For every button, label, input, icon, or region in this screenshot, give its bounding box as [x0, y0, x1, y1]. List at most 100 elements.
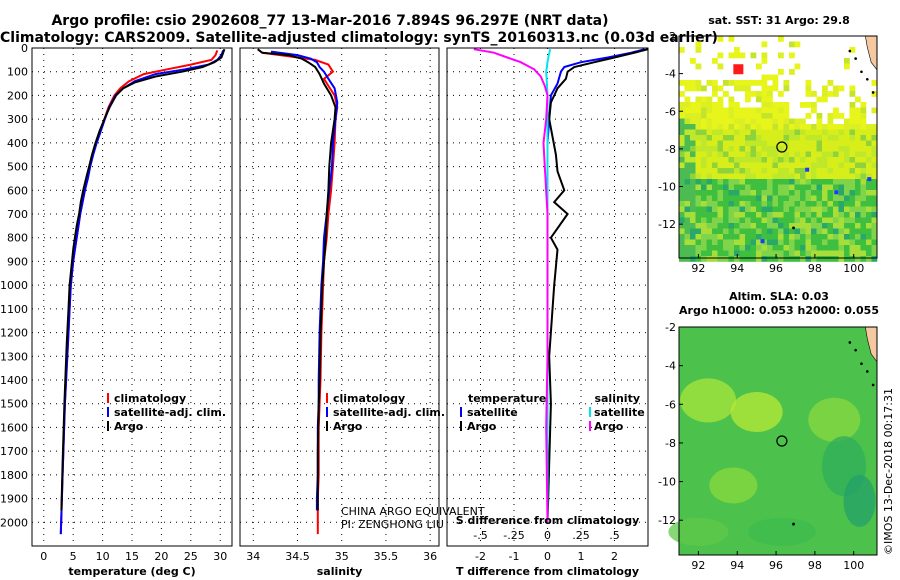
sst-cell — [756, 206, 762, 213]
sst-cell — [739, 201, 746, 207]
annotation-text: CHINA ARGO EQUIVALENT — [341, 505, 485, 518]
sst-cell — [860, 206, 867, 213]
sst-cell — [816, 245, 823, 251]
sst-cell — [827, 245, 834, 251]
sst-cell — [794, 206, 801, 213]
sst-cell — [827, 124, 834, 130]
sst-cell — [844, 184, 850, 191]
series-line-salinity-argo — [473, 48, 549, 523]
sst-cell — [816, 96, 823, 103]
sst-cell — [844, 140, 850, 147]
sst-cell — [800, 223, 806, 229]
sst-cold-spot — [805, 167, 810, 172]
sst-cell — [822, 151, 828, 158]
sst-cell — [728, 206, 735, 213]
sst-cell — [778, 239, 784, 246]
title-line-2: Climatology: CARS2009. Satellite-adjuste… — [0, 30, 718, 46]
diff-temperature-legend-label: Argo — [467, 420, 497, 433]
sst-cold-spot — [834, 190, 839, 195]
series-line-satellite-adj-clim- — [270, 50, 339, 511]
x-tick-label: 20 — [154, 550, 168, 563]
sst-cell — [684, 217, 691, 224]
sst-cell — [772, 245, 779, 251]
sst-cell — [772, 80, 779, 86]
map-x-tick-label: 94 — [730, 262, 744, 275]
sst-cell — [750, 146, 757, 152]
series-line-temperature-satellite — [546, 48, 645, 523]
sst-cell — [706, 118, 713, 125]
sst-cell — [728, 129, 735, 136]
sst-cell — [712, 234, 718, 240]
sst-hot-spot — [733, 64, 744, 75]
y-tick-label: 100 — [7, 66, 28, 79]
sla-map-title-2: Argo h1000: 0.053 h2000: 0.055 — [679, 304, 879, 317]
sst-cell — [706, 184, 713, 191]
sst-cell — [712, 228, 718, 235]
sst-cell — [866, 124, 872, 130]
sst-cell — [679, 168, 685, 174]
sst-cell — [800, 146, 806, 152]
land-mass — [864, 35, 878, 71]
sst-cell — [739, 146, 746, 152]
sst-cell — [844, 146, 850, 152]
sst-cell — [772, 234, 779, 240]
sst-cell — [767, 151, 773, 158]
x-tick-label: 15 — [125, 550, 139, 563]
sst-cell — [739, 184, 746, 191]
sst-cell — [789, 135, 795, 141]
sst-cell — [767, 195, 773, 202]
sst-cell — [706, 256, 713, 262]
sst-cell — [712, 179, 718, 185]
sla-map-title-1: Altim. SLA: 0.03 — [729, 290, 829, 303]
sst-cell — [695, 179, 702, 185]
sst-cell — [717, 250, 724, 257]
sst-cell — [728, 217, 735, 224]
sst-cell — [756, 140, 762, 147]
sst-cell — [745, 190, 751, 196]
sst-cell — [811, 223, 817, 229]
sst-cell — [745, 113, 751, 119]
sst-cell — [690, 201, 696, 207]
sst-cell — [838, 217, 845, 224]
sst-cell — [838, 245, 845, 251]
sst-cell — [805, 129, 812, 136]
sst-cell — [811, 124, 817, 130]
sst-cell — [783, 151, 790, 158]
sst-cell — [739, 212, 746, 218]
map-y-tick-label: -6 — [665, 105, 676, 118]
sst-cell — [849, 168, 856, 174]
y-tick-label: 1000 — [0, 279, 28, 292]
sst-cell — [811, 245, 817, 251]
sst-cell — [844, 162, 850, 169]
sst-cell — [756, 239, 762, 246]
sst-cell — [827, 129, 834, 136]
sst-cell — [860, 146, 867, 152]
sst-cell — [844, 118, 850, 125]
sst-cell — [833, 217, 839, 224]
diff-legend-heading: temperature — [468, 392, 546, 405]
salinity-legend-label: climatology — [333, 392, 405, 405]
sst-cell — [706, 129, 713, 136]
sst-cell — [695, 212, 702, 218]
sst-cell — [827, 168, 834, 174]
sst-cell — [783, 256, 790, 262]
sst-cell — [695, 157, 702, 163]
sst-cell — [756, 217, 762, 224]
sst-cell — [717, 85, 724, 92]
sst-cell — [849, 157, 856, 163]
sst-cell — [761, 162, 768, 169]
sst-cell — [723, 113, 729, 119]
sst-cell — [761, 217, 768, 224]
x-tick-label: 35 — [335, 550, 349, 563]
island-dot — [871, 383, 875, 387]
sst-cell — [745, 135, 751, 141]
sst-cell — [849, 118, 856, 125]
sst-cell — [706, 162, 713, 169]
sst-cell — [772, 162, 779, 169]
sst-cell — [706, 168, 713, 174]
sst-cell — [723, 184, 729, 191]
sst-cell — [783, 102, 790, 108]
sst-cell — [794, 179, 801, 185]
sst-cell — [833, 140, 839, 147]
sst-cell — [679, 206, 685, 213]
